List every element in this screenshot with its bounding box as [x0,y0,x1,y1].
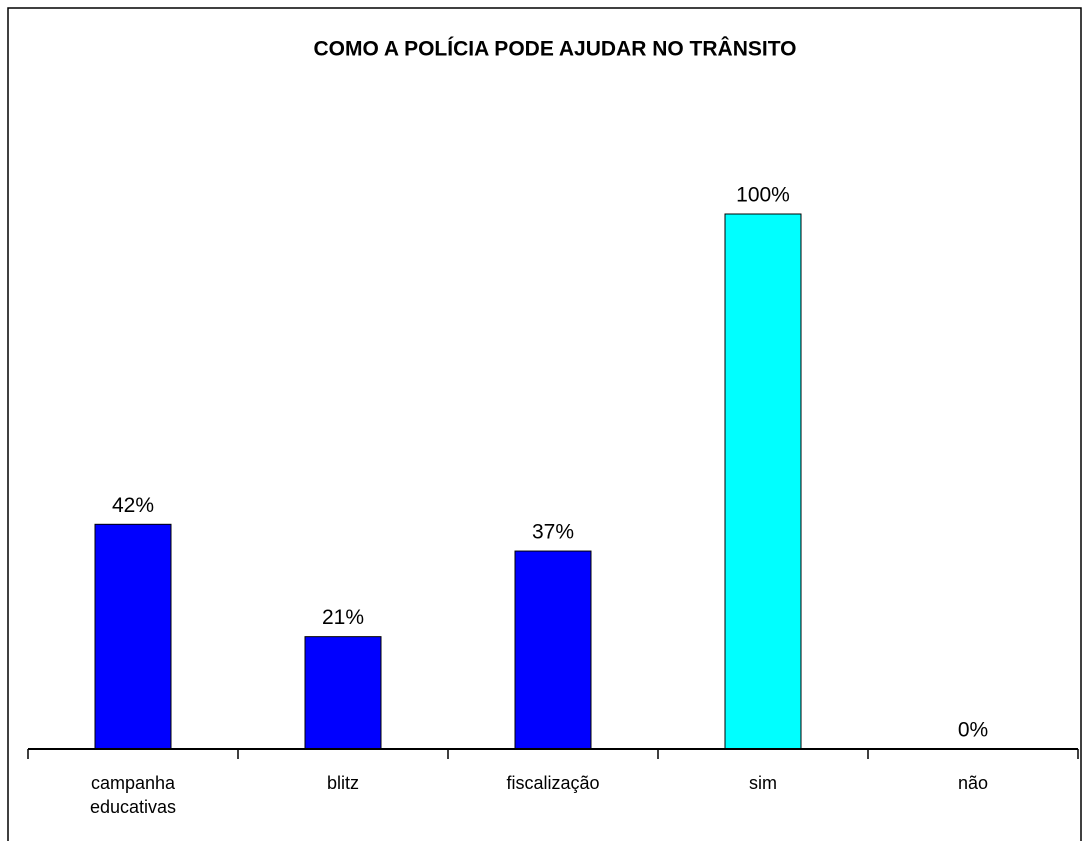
x-tick-label: não [957,773,989,793]
x-tick-label: campanha educativas [89,773,177,817]
chart-title: COMO A POLÍCIA PODE AJUDAR NO TRÂNSITO [313,37,796,61]
bar [514,550,592,750]
value-label: 100% [736,184,790,207]
bar [94,523,172,750]
x-tick-label: fiscalização [506,773,600,793]
x-tick-label: blitz [326,773,359,793]
value-label: 42% [112,494,154,517]
chart-frame [7,7,1082,841]
value-label: 21% [322,606,364,629]
value-label: 37% [532,521,574,544]
value-label: 0% [958,719,988,742]
bar [304,636,382,750]
bar [724,213,802,750]
x-tick-label: sim [749,773,777,793]
